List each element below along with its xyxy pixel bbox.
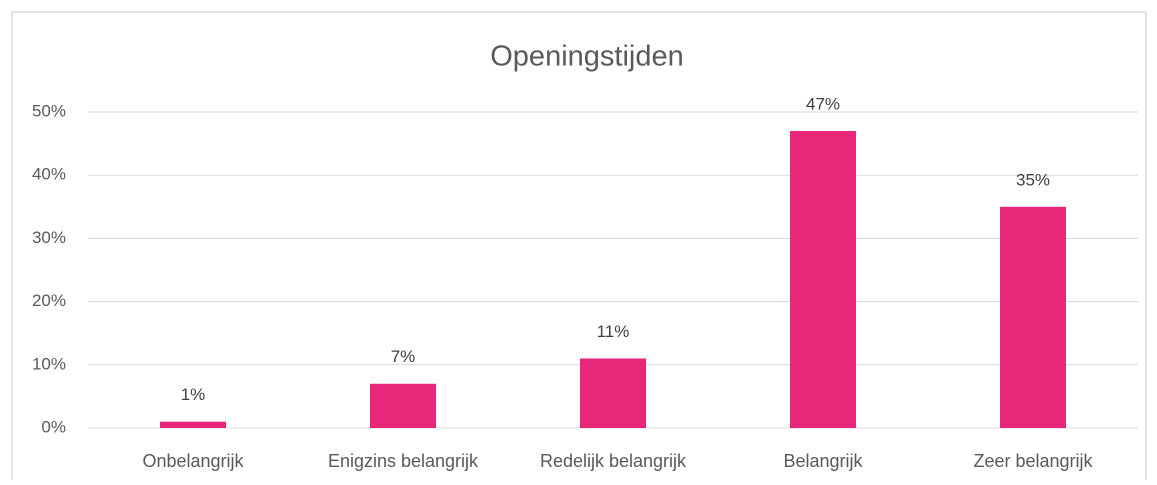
y-tick-label: 20% <box>32 291 66 310</box>
data-label: 35% <box>1016 170 1050 189</box>
data-label: 7% <box>391 347 416 366</box>
data-label: 47% <box>806 94 840 113</box>
bar <box>370 383 436 428</box>
x-tick-label: Redelijk belangrijk <box>540 451 687 471</box>
x-tick-label: Onbelangrijk <box>142 451 244 471</box>
data-label: 1% <box>181 385 206 404</box>
x-tick-label: Enigzins belangrijk <box>328 451 479 471</box>
x-tick-label: Zeer belangrijk <box>973 451 1093 471</box>
y-tick-label: 0% <box>41 417 66 436</box>
bar <box>1000 206 1066 428</box>
chart-title: Openingstijden <box>490 41 683 73</box>
chart-frame <box>11 11 1147 480</box>
bar <box>790 130 856 428</box>
y-tick-label: 10% <box>32 354 66 373</box>
x-tick-label: Belangrijk <box>783 451 863 471</box>
data-label: 11% <box>597 322 630 341</box>
bar <box>160 421 226 428</box>
y-tick-label: 40% <box>32 165 66 184</box>
y-tick-label: 50% <box>32 101 66 120</box>
y-tick-label: 30% <box>32 228 66 247</box>
bar <box>580 358 646 428</box>
